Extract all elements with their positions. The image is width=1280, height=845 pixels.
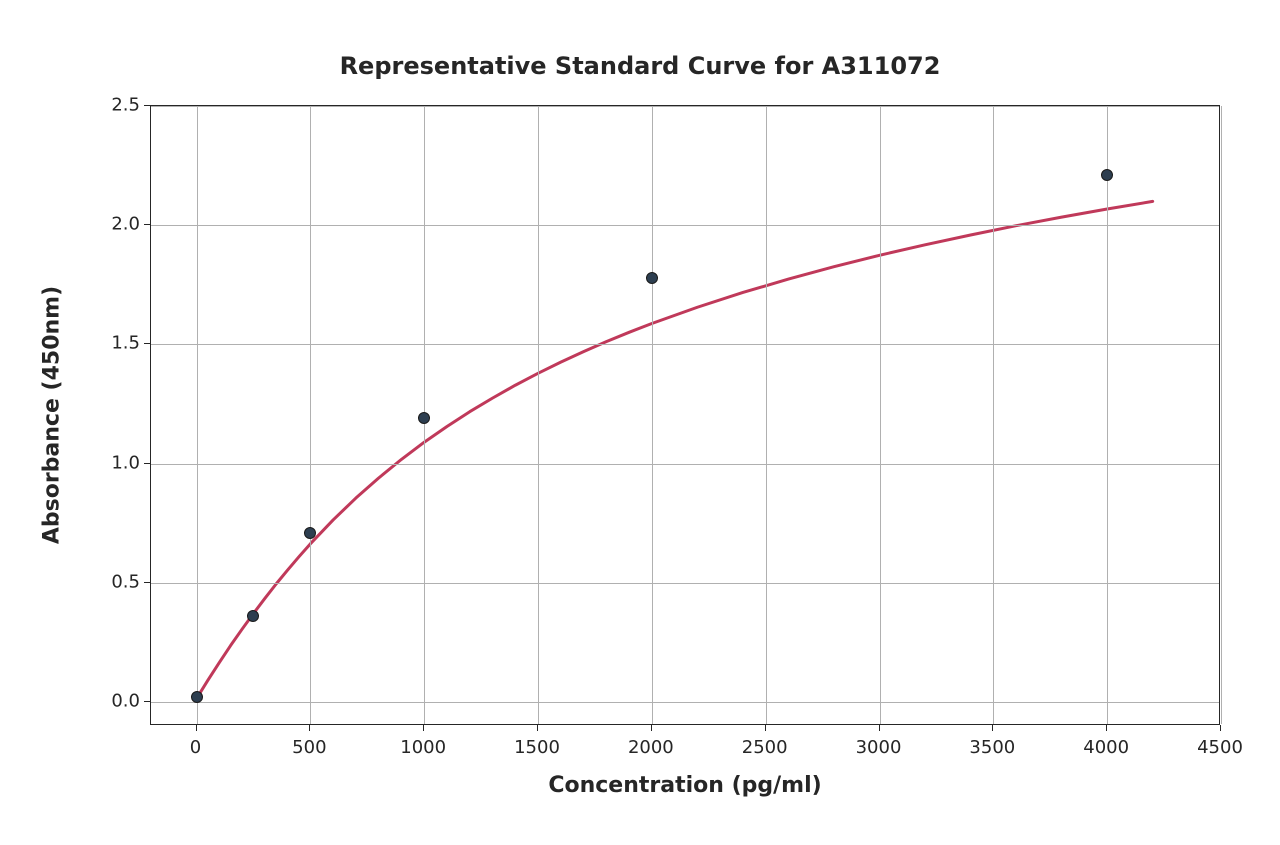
x-tick-label: 500 xyxy=(292,737,326,758)
data-point xyxy=(247,610,259,622)
x-tick xyxy=(1220,725,1221,731)
grid-line-horizontal xyxy=(151,106,1219,107)
y-tick-label: 0.5 xyxy=(100,571,140,592)
x-tick-label: 1000 xyxy=(400,737,446,758)
plot-area xyxy=(150,105,1220,725)
x-tick-label: 3500 xyxy=(969,737,1015,758)
y-tick xyxy=(144,582,150,583)
x-tick-label: 0 xyxy=(190,737,201,758)
y-tick xyxy=(144,224,150,225)
x-tick xyxy=(651,725,652,731)
y-tick-label: 1.5 xyxy=(100,333,140,354)
x-tick xyxy=(765,725,766,731)
grid-line-vertical xyxy=(538,106,539,724)
chart-title: Representative Standard Curve for A31107… xyxy=(0,52,1280,80)
x-tick-label: 2500 xyxy=(742,737,788,758)
grid-line-horizontal xyxy=(151,464,1219,465)
x-tick xyxy=(537,725,538,731)
grid-line-vertical xyxy=(197,106,198,724)
x-tick xyxy=(423,725,424,731)
x-tick xyxy=(879,725,880,731)
y-tick-label: 2.0 xyxy=(100,214,140,235)
y-tick-label: 0.0 xyxy=(100,691,140,712)
grid-line-vertical xyxy=(766,106,767,724)
x-tick xyxy=(1106,725,1107,731)
grid-line-vertical xyxy=(880,106,881,724)
y-tick xyxy=(144,343,150,344)
y-tick xyxy=(144,463,150,464)
y-tick-label: 2.5 xyxy=(100,95,140,116)
grid-line-horizontal xyxy=(151,702,1219,703)
data-point xyxy=(304,527,316,539)
grid-line-vertical xyxy=(993,106,994,724)
grid-line-horizontal xyxy=(151,225,1219,226)
x-tick-label: 2000 xyxy=(628,737,674,758)
data-point xyxy=(418,412,430,424)
y-tick-label: 1.0 xyxy=(100,452,140,473)
data-point xyxy=(1101,169,1113,181)
y-tick xyxy=(144,701,150,702)
x-tick-label: 4500 xyxy=(1197,737,1243,758)
x-tick xyxy=(309,725,310,731)
x-tick-label: 3000 xyxy=(856,737,902,758)
x-axis-label: Concentration (pg/ml) xyxy=(548,773,821,798)
grid-line-vertical xyxy=(1107,106,1108,724)
grid-line-horizontal xyxy=(151,344,1219,345)
fit-curve xyxy=(197,201,1153,698)
x-tick-label: 4000 xyxy=(1083,737,1129,758)
x-tick xyxy=(992,725,993,731)
data-point xyxy=(646,272,658,284)
grid-line-horizontal xyxy=(151,583,1219,584)
grid-line-vertical xyxy=(652,106,653,724)
x-tick xyxy=(196,725,197,731)
chart-container: Representative Standard Curve for A31107… xyxy=(0,0,1280,845)
y-axis-label: Absorbance (450nm) xyxy=(40,286,65,544)
data-point xyxy=(191,691,203,703)
grid-line-vertical xyxy=(1221,106,1222,724)
x-tick-label: 1500 xyxy=(514,737,560,758)
curve-svg xyxy=(151,106,1221,726)
y-tick xyxy=(144,105,150,106)
grid-line-vertical xyxy=(310,106,311,724)
